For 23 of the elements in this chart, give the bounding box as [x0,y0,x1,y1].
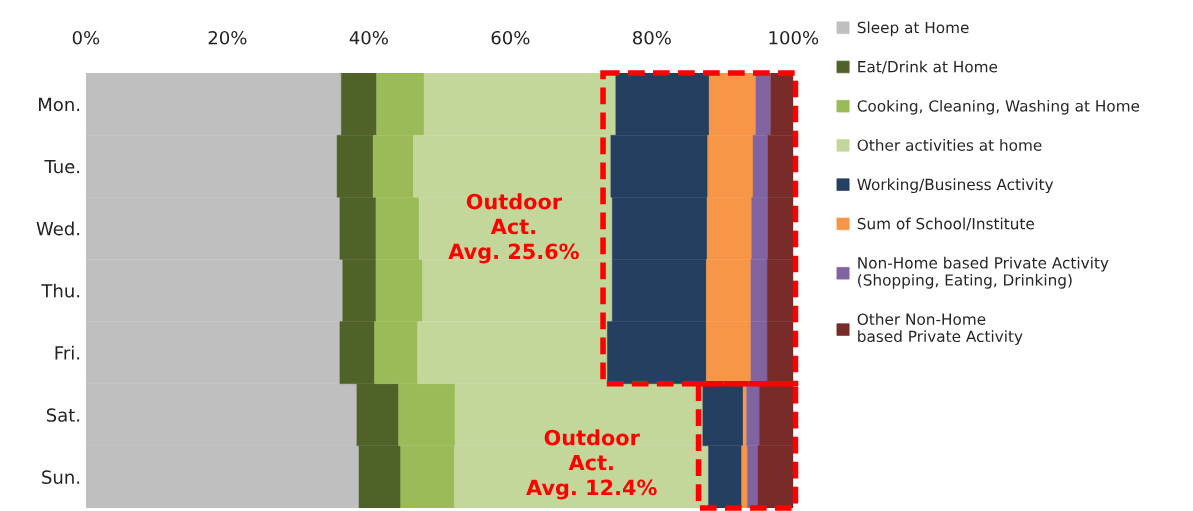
legend-label: Cooking, Cleaning, Washing at Home [857,99,1140,115]
x-tick-label: 60% [491,30,530,45]
y-tick-label: Sat. [46,408,80,422]
legend-label: Non-Home based Private Activity (Shopping, Eating, Drinking) [858,256,1109,289]
x-tick-label: 100% [769,30,819,45]
legend-label: Other Non-Home based Private Activity [857,313,1023,346]
y-tick-label: Fri. [55,345,80,360]
y-tick-label: Tue. [44,159,80,174]
annotation: Outdoor Act. Avg. 12.4% [526,429,657,500]
x-tick-label: 20% [208,30,247,45]
legend-label: Other activities at home [857,139,1042,151]
y-tick-label: Wed. [36,221,80,236]
legend-label: Sleep at Home [857,21,969,37]
legend-label: Working/Business Activity [857,178,1054,194]
legend-label: Eat/Drink at Home [858,60,998,74]
x-tick-label: 40% [349,30,388,45]
legend-label: Sum of School/Institute [857,217,1034,231]
y-tick-label: Thu. [41,283,80,298]
y-tick-label: Sun. [42,470,80,484]
y-tick-label: Mon. [39,97,80,112]
x-tick-label: 0% [72,30,100,45]
annotation: Outdoor Act. Avg. 25.6% [448,193,579,264]
x-tick-label: 80% [633,30,671,45]
